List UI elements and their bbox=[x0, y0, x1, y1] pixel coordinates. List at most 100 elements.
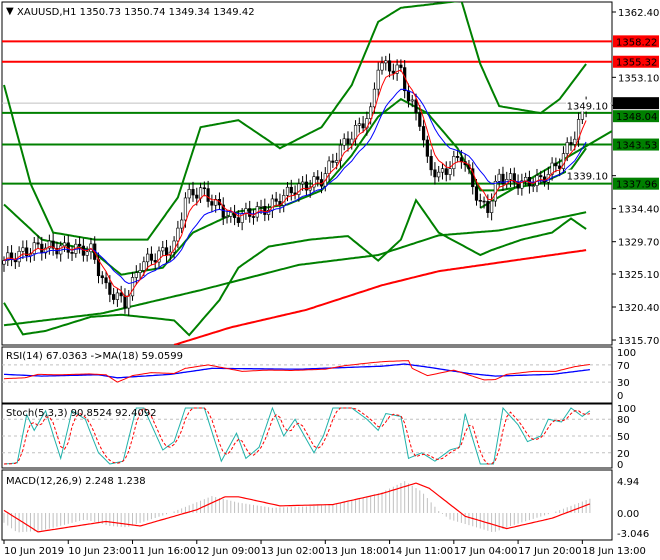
rsi-label: RSI(14) 67.0363 ->MA(18) 59.0599 bbox=[6, 351, 183, 362]
ema-slow-line bbox=[3, 88, 587, 285]
candle-body bbox=[195, 194, 199, 199]
bollinger-lower-band bbox=[3, 198, 587, 337]
price-tick-label: 1334.40 bbox=[618, 205, 659, 216]
candle-body bbox=[32, 242, 36, 254]
candle-body bbox=[251, 216, 256, 218]
candle-body bbox=[429, 156, 433, 171]
candle-body bbox=[565, 142, 569, 154]
candle-body bbox=[248, 208, 252, 217]
candle-body bbox=[176, 227, 180, 242]
candle-body bbox=[418, 112, 422, 127]
price-tick-label: 1362.40 bbox=[618, 8, 659, 19]
candle-body bbox=[353, 125, 358, 140]
price-tick-label: 1315.70 bbox=[618, 336, 659, 347]
candle-body bbox=[164, 247, 169, 256]
price-tick-label: 1339.10 bbox=[567, 172, 608, 183]
candle-body bbox=[569, 142, 573, 145]
candle-body bbox=[384, 60, 388, 64]
stoch-signal-line bbox=[3, 407, 591, 465]
candle-body bbox=[47, 240, 51, 249]
candle-body bbox=[134, 272, 138, 278]
level-price-tag-bg bbox=[613, 55, 659, 68]
level-price-tag-bg bbox=[613, 138, 659, 151]
price-tick-label-bg bbox=[566, 99, 610, 112]
candle-body bbox=[62, 242, 67, 247]
candle-body bbox=[316, 176, 320, 180]
candle-body bbox=[369, 106, 373, 119]
candle-body bbox=[85, 251, 89, 256]
candle-body bbox=[380, 62, 384, 71]
time-label: 17 Jun 20:00 bbox=[518, 546, 582, 557]
time-label: 13 Jun 02:00 bbox=[261, 546, 325, 557]
candle-body bbox=[78, 243, 82, 247]
time-label: 14 Jun 11:00 bbox=[390, 546, 454, 557]
candle-body bbox=[146, 253, 150, 263]
candle-body bbox=[440, 168, 445, 173]
symbol-header: XAUUSD,H1 1350.73 1350.74 1349.34 1349.4… bbox=[17, 7, 255, 18]
candle-body bbox=[312, 176, 316, 188]
candle-body bbox=[554, 162, 558, 167]
stoch-tick-label: 50 bbox=[617, 432, 630, 443]
candle-body bbox=[206, 188, 210, 202]
rsi-tick-label: 0 bbox=[617, 391, 623, 402]
level-price-tag-bg bbox=[613, 35, 659, 48]
rsi-ma-line bbox=[4, 363, 591, 379]
candle-body bbox=[157, 250, 161, 263]
stoch-tick-label: 80 bbox=[617, 415, 630, 426]
candle-body bbox=[153, 260, 157, 263]
candle-body bbox=[70, 252, 74, 254]
candle-body bbox=[127, 295, 131, 309]
candle-body bbox=[520, 180, 524, 189]
candle-body bbox=[202, 187, 206, 190]
price-tick-label: 1325.10 bbox=[618, 270, 659, 281]
level-price-tag-bg bbox=[613, 177, 659, 190]
candle-body bbox=[455, 156, 460, 158]
candle-body bbox=[376, 69, 380, 90]
candle-body bbox=[304, 181, 309, 191]
candle-body bbox=[501, 173, 505, 184]
candle-body bbox=[123, 295, 127, 309]
stoch-tick-label: 0 bbox=[617, 460, 623, 471]
candle-body bbox=[236, 217, 240, 223]
macd-tick-label: 4.94 bbox=[617, 477, 639, 488]
candle-body bbox=[414, 99, 418, 114]
candle-body bbox=[497, 173, 501, 182]
candle-body bbox=[531, 185, 535, 187]
stoch-label: Stoch(5,3,3) 90.8524 92.4092 bbox=[6, 408, 157, 419]
candle-body bbox=[289, 186, 293, 194]
price-tick-label-bg bbox=[566, 169, 610, 182]
candle-body bbox=[387, 60, 392, 72]
candle-body bbox=[459, 157, 463, 162]
candle-body bbox=[36, 242, 40, 245]
bollinger-upper-band bbox=[3, 2, 587, 241]
candle-body bbox=[327, 160, 331, 174]
candle-body bbox=[21, 247, 25, 252]
price-tick-label: 1353.10 bbox=[618, 73, 659, 84]
price-tick-label: 1329.70 bbox=[618, 238, 659, 249]
candle-body bbox=[399, 64, 403, 68]
candle-body bbox=[444, 168, 448, 175]
moving-average-100 bbox=[3, 211, 587, 327]
candle-body bbox=[410, 99, 414, 102]
ema-fast-line bbox=[3, 69, 587, 298]
candle-body bbox=[357, 123, 361, 126]
candle-body bbox=[490, 200, 494, 213]
candle-body bbox=[2, 260, 6, 265]
candle-body bbox=[115, 292, 119, 300]
candle-body bbox=[183, 197, 188, 221]
candle-body bbox=[478, 200, 482, 202]
candle-body bbox=[40, 243, 44, 254]
level-price-tag-bg bbox=[613, 110, 659, 123]
candle-body bbox=[198, 187, 203, 199]
trendline bbox=[479, 129, 612, 209]
candle-body bbox=[100, 275, 104, 279]
main-price-panel bbox=[1, 1, 613, 346]
time-label: 10 Jun 2019 bbox=[4, 546, 64, 557]
price-tick-label: 1320.40 bbox=[618, 303, 659, 314]
candle-body bbox=[191, 189, 195, 196]
candle-body bbox=[433, 169, 437, 178]
candle-body bbox=[161, 247, 165, 252]
candle-body bbox=[297, 183, 301, 195]
